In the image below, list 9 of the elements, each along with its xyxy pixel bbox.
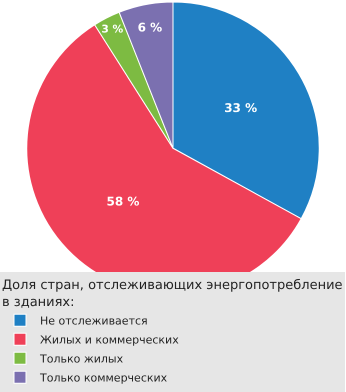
legend-title: Доля стран, отслеживающих энергопотребление в зданиях: — [2, 278, 343, 310]
legend-label: Только коммерческих — [39, 372, 168, 385]
data-label: 3 % — [101, 22, 124, 36]
legend-label: Не отслеживается — [40, 314, 148, 328]
legend-label: Жилых и коммерческих — [40, 334, 180, 347]
data-label: 58 % — [106, 194, 140, 209]
data-label: 33 % — [224, 101, 258, 116]
legend-label: Только жилых — [39, 352, 124, 366]
data-label: 6 % — [138, 20, 162, 34]
